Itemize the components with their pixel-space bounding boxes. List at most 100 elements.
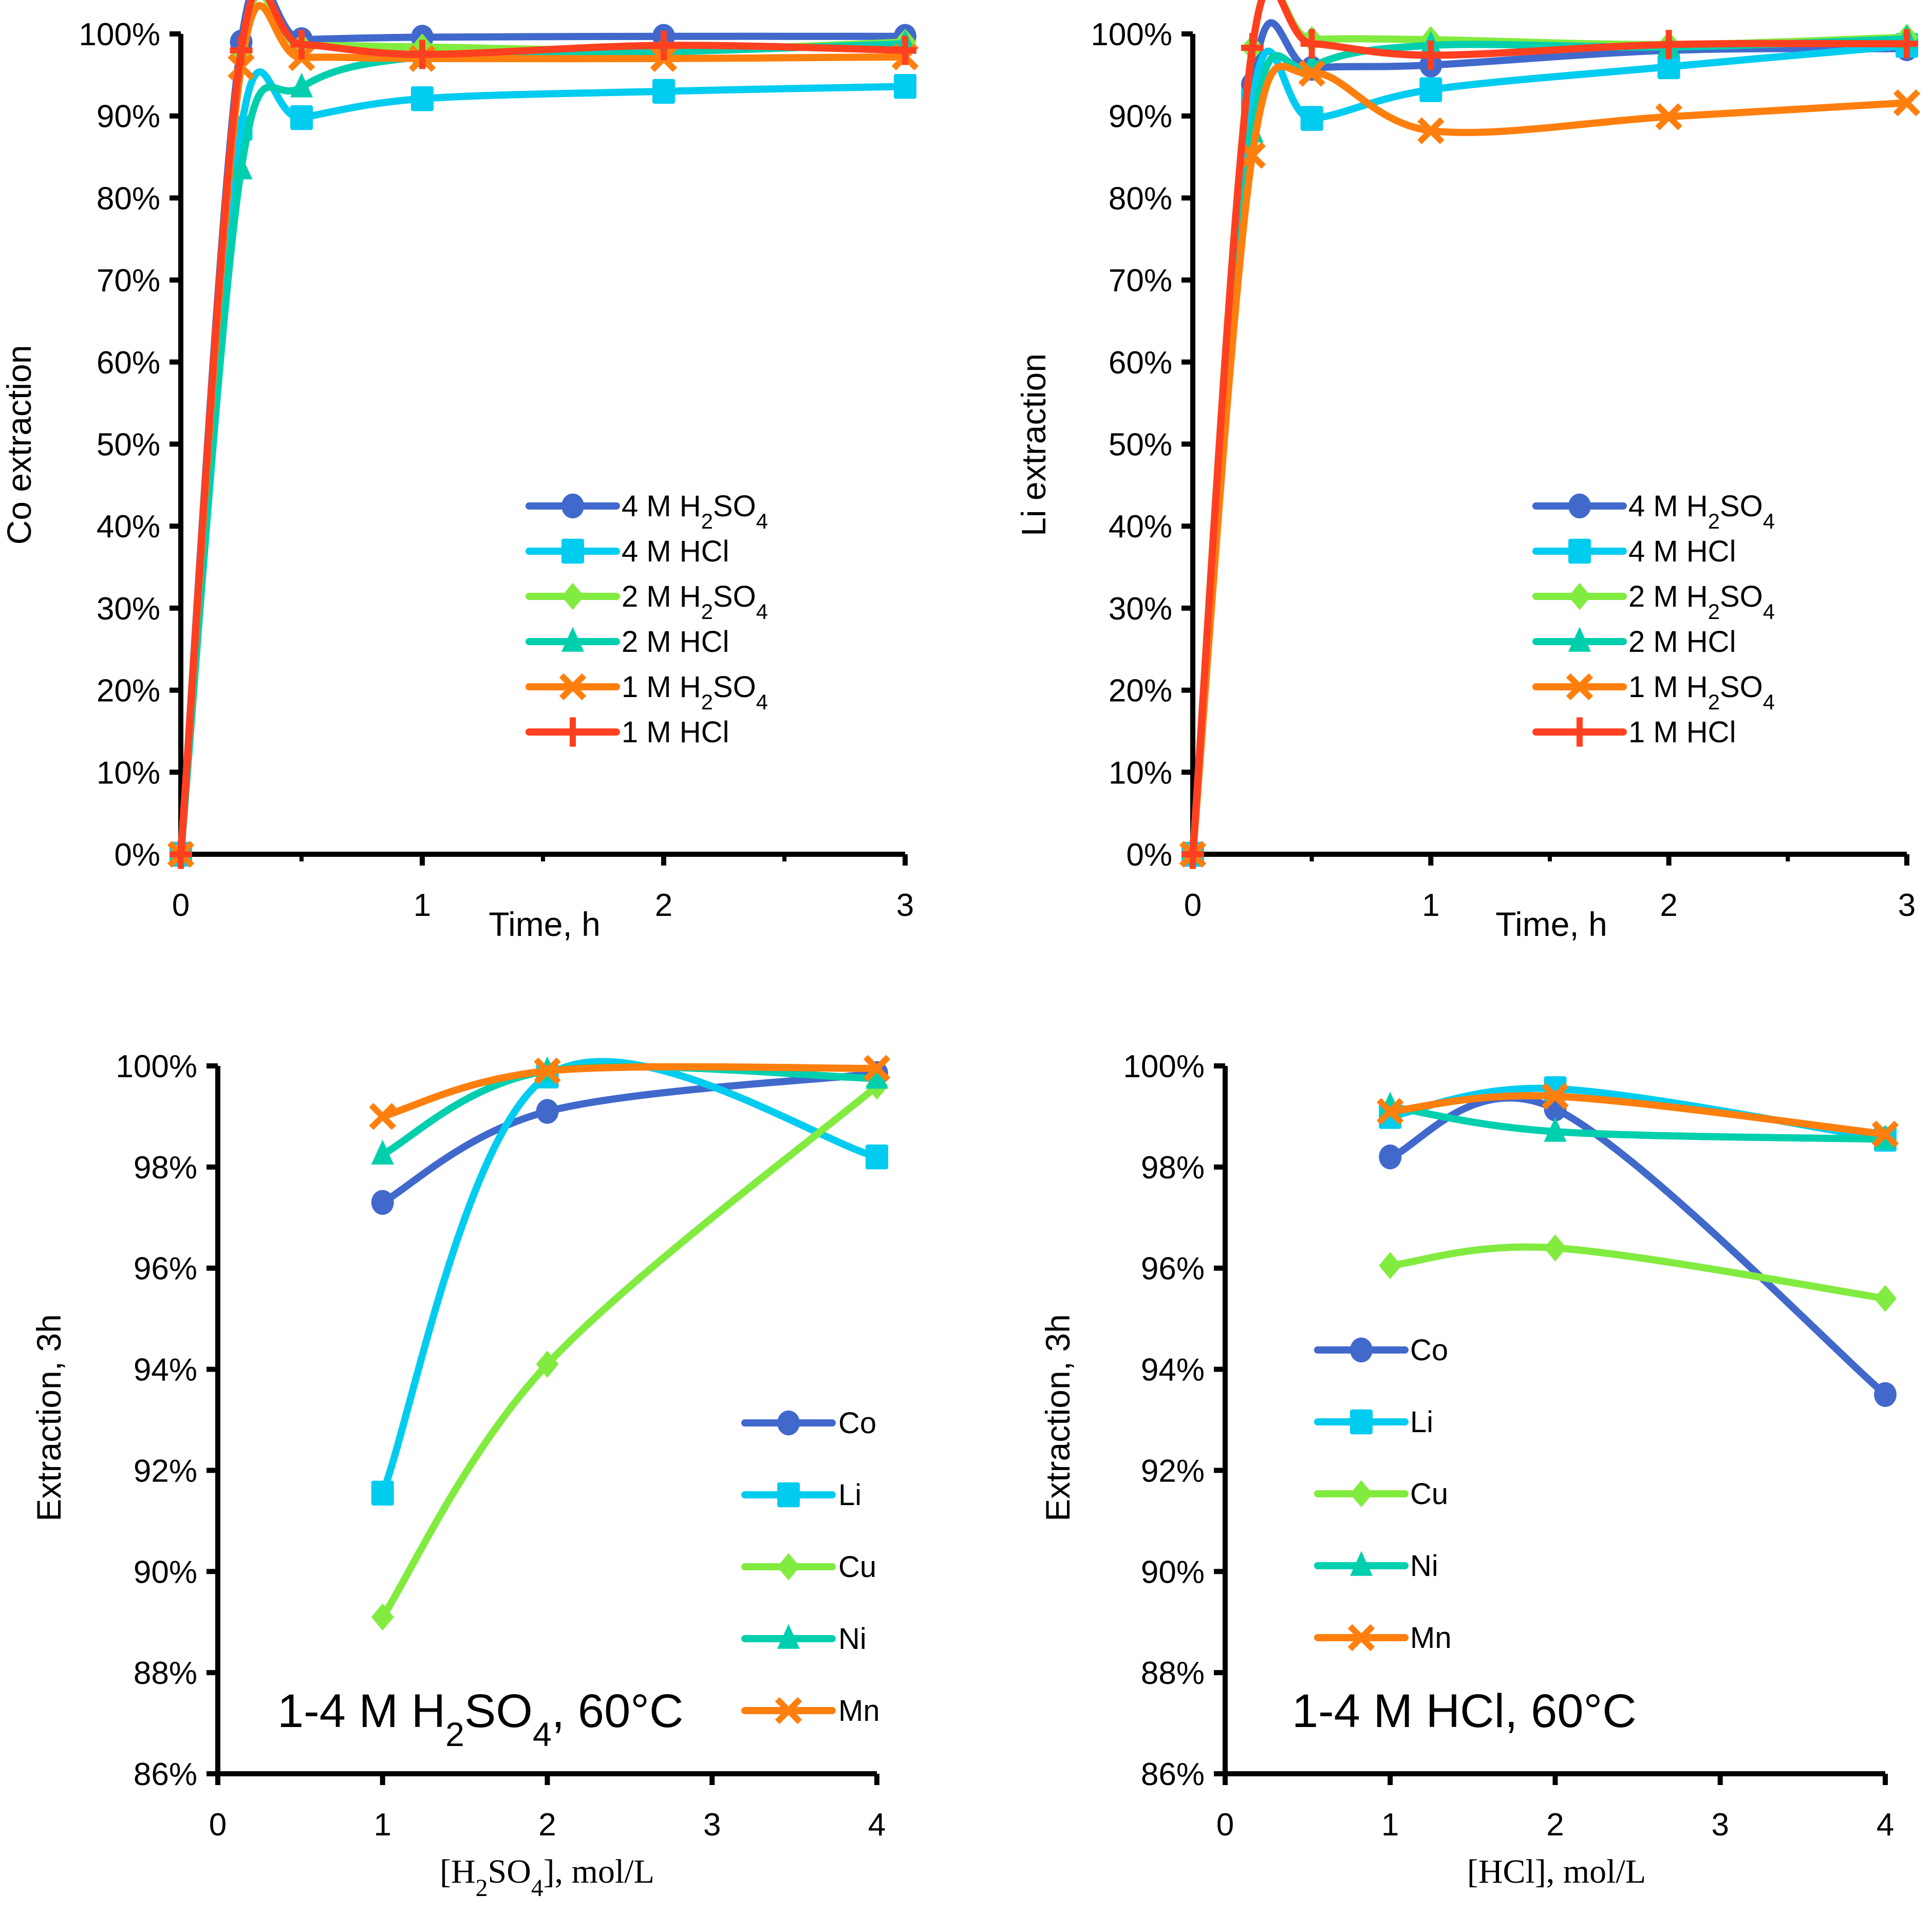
data-point [1874, 1285, 1897, 1312]
data-point [1542, 1082, 1569, 1110]
y-tick-label: 50% [97, 427, 160, 463]
x-axis-title: [H2SO4], mol/L [440, 1853, 654, 1902]
legend-item: Mn [1314, 1621, 1452, 1655]
legend-marker [1568, 717, 1591, 747]
series-ni [371, 1056, 888, 1165]
data-point [1419, 40, 1442, 70]
legend-label-part: 4 M HCl [622, 535, 729, 568]
legend-label: 2 M HCl [622, 625, 729, 659]
x-axis-title: Time, h [489, 905, 601, 943]
y-tick-label: 50% [1109, 427, 1172, 463]
legend-marker [559, 673, 587, 701]
legend-label: Co [838, 1406, 876, 1440]
data-point [866, 1064, 888, 1089]
series-line [1189, 63, 1907, 855]
x-axis-title: Time, h [1495, 905, 1607, 943]
series-4-m-h-so- [170, 0, 916, 867]
x-tick-label: 1 [1422, 888, 1439, 923]
legend-label-part: 2 M H [622, 580, 701, 613]
y-tick-label: 0% [1126, 837, 1172, 873]
data-point [652, 30, 675, 60]
legend-label: Ni [1410, 1549, 1438, 1583]
series-line [1389, 1094, 1888, 1398]
legend-label: 2 M H2SO4 [1628, 580, 1775, 624]
legend-label-part: 4 M H [622, 490, 701, 523]
series-4-m-hcl [1181, 33, 1918, 867]
y-tick-label: 100% [1091, 17, 1172, 52]
x-tick-label: 3 [1712, 1807, 1729, 1843]
y-tick-label: 100% [1123, 1049, 1205, 1084]
x-axis-title-part: ], mol/L [543, 1853, 654, 1890]
y-axis-title: Li extraction [1015, 353, 1053, 536]
legend-label: Li [1410, 1405, 1433, 1439]
chart-annotation-part: 4 [533, 1716, 552, 1754]
x-tick-label: 2 [1660, 888, 1677, 923]
x-tick-label: 0 [1184, 888, 1202, 923]
data-point [371, 1139, 394, 1165]
y-tick-label: 30% [1109, 591, 1172, 627]
data-point [369, 1103, 396, 1130]
y-tick-label: 30% [97, 591, 160, 627]
chart-annotation-part: 2 [445, 1716, 464, 1754]
legend-marker [777, 1624, 800, 1649]
legend-item: Co [741, 1406, 876, 1440]
data-point [371, 1190, 394, 1215]
legend-label-part: 2 M HCl [1628, 625, 1736, 659]
series-line [177, 2, 906, 855]
legend-label: 4 M H2SO4 [622, 490, 768, 533]
data-point [1893, 89, 1921, 117]
legend-label: Co [1410, 1334, 1448, 1367]
legend-item: Co [1314, 1334, 1448, 1367]
legend-label-part: 4 [1763, 690, 1775, 714]
chart-annotation-part: SO [464, 1685, 533, 1737]
data-point [371, 1603, 394, 1631]
data-point [1657, 54, 1680, 80]
y-tick-label: 10% [1109, 755, 1172, 791]
chart-li-time: 0% 10% 20% 30% 40% 50% 60% 70% 80% 90% 100% 0 1 2 3 Tim… [1015, 0, 1921, 943]
legend-item: 1 M HCl [526, 716, 729, 749]
series-1-m-h-so- [1179, 60, 1921, 868]
y-tick-label: 60% [97, 345, 160, 381]
y-tick-label: 96% [1141, 1251, 1205, 1287]
legend-label-part: 4 [1763, 509, 1775, 533]
legend-item: 4 M HCl [1532, 535, 1736, 568]
x-tick-label: 0 [172, 888, 190, 923]
data-point [1657, 30, 1680, 60]
legend-label: Cu [1410, 1477, 1448, 1511]
legend-item: Cu [1314, 1477, 1448, 1511]
data-point [230, 35, 253, 65]
legend-label: 1 M H2SO4 [1628, 670, 1775, 714]
data-point [1419, 77, 1442, 102]
series-cu [1379, 1234, 1897, 1312]
legend-item: Li [741, 1478, 861, 1512]
legend-label: 2 M H2SO4 [622, 580, 768, 624]
legend-label: 4 M HCl [1628, 535, 1736, 568]
y-tick-label: 90% [1109, 99, 1172, 135]
x-axis-title-part: 4 [531, 1875, 543, 1902]
y-axis-title: Co extraction [0, 345, 38, 545]
y-tick-label: 86% [1141, 1757, 1205, 1792]
legend-item: 2 M H2SO4 [1532, 580, 1775, 624]
legend-label: 4 M HCl [622, 535, 729, 568]
legend-label-part: 4 M H [1628, 490, 1708, 523]
y-tick-label: 90% [97, 99, 160, 135]
y-tick-label: 20% [97, 673, 160, 709]
y-tick-label: 98% [1141, 1150, 1205, 1186]
chart-annotation: 1-4 M H2SO4, 60°C [277, 1685, 683, 1754]
y-tick-label: 20% [1109, 673, 1172, 709]
y-tick-label: 40% [97, 509, 160, 545]
legend-marker [1350, 1337, 1373, 1363]
legend-label-part: 1 M H [622, 670, 701, 704]
legend-item: 2 M HCl [526, 625, 729, 659]
series-line [379, 1083, 879, 1619]
data-point [290, 30, 313, 60]
series-mn [1377, 1082, 1899, 1148]
series-1-m-hcl [1181, 0, 1918, 869]
legend-item: 1 M HCl [1532, 716, 1736, 749]
x-tick-label: 1 [374, 1807, 391, 1843]
legend-label-part: 2 [1708, 690, 1720, 714]
legend-label-part: 1 M HCl [622, 716, 729, 749]
legend-label: Ni [838, 1622, 867, 1656]
y-tick-label: 92% [134, 1453, 197, 1489]
data-point [894, 74, 916, 99]
